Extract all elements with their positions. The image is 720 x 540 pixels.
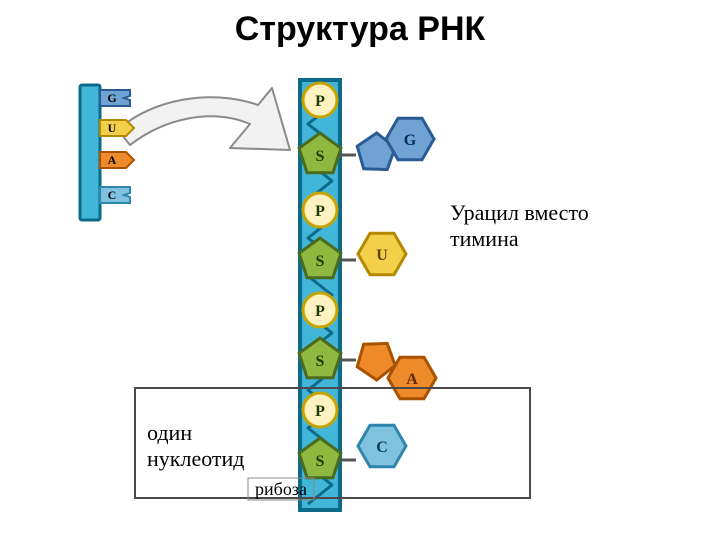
phosphate-label: P [315,403,325,420]
base-label-G: G [404,132,417,149]
uracil-note-1: Урацил вместо [450,200,589,225]
base-label-A: A [406,371,418,388]
base-label-U: U [376,247,388,264]
base-label-C: C [376,439,388,456]
sugar-label: S [316,148,325,165]
mini-base-label-U: U [108,121,117,135]
phosphate-label: P [315,203,325,220]
sugar-label: S [316,353,325,370]
mini-base-label-C: C [108,188,117,202]
uracil-note-2: тимина [450,226,519,251]
page-title: Структура РНК [235,10,486,48]
mini-base-label-A: A [108,153,117,167]
sugar-label: S [316,453,325,470]
nucleotide-label-2: нуклеотид [147,446,245,471]
mini-base-label-G: G [107,91,116,105]
arrow [118,88,290,150]
mini-base-A [100,152,134,168]
nucleotide-label-1: один [147,420,192,445]
ribose-label: рибоза [255,479,307,499]
sugar-label: S [316,253,325,270]
mini-base-U [100,120,134,136]
phosphate-label: P [315,93,325,110]
mini-strand: G U A C [80,85,134,220]
phosphate-label: P [315,303,325,320]
